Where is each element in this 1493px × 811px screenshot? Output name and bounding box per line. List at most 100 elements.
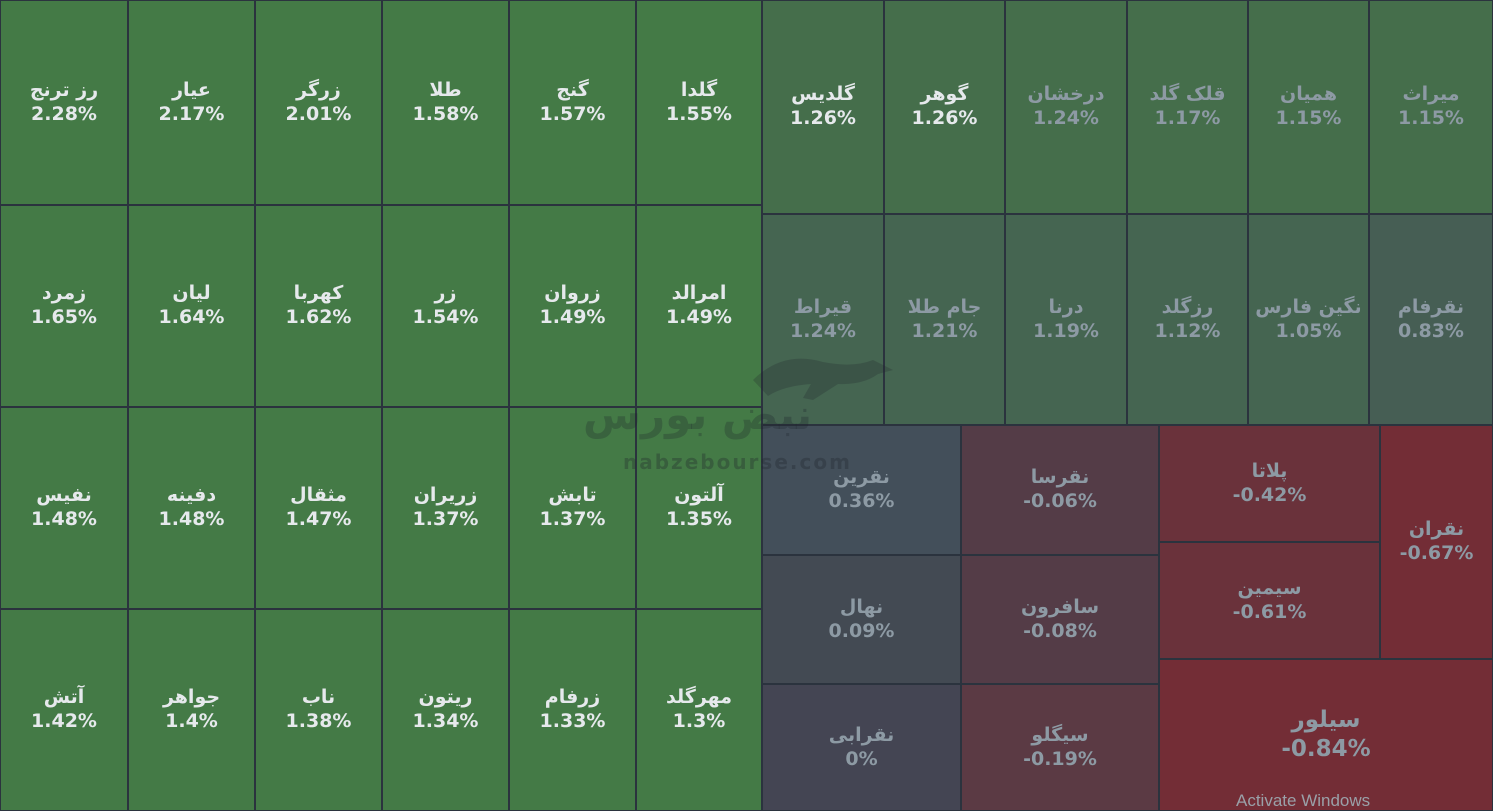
tile-symbol: طلا: [429, 78, 462, 101]
treemap-tile[interactable]: درخشان 1.24%: [1005, 0, 1127, 214]
treemap-tile[interactable]: مثقال 1.47%: [255, 407, 382, 609]
tile-symbol: آلتون: [674, 484, 724, 507]
tile-change: 0.36%: [828, 490, 895, 512]
treemap-tile[interactable]: مهرگلد 1.3%: [636, 609, 762, 811]
tile-change: 1.42%: [31, 710, 97, 732]
treemap-tile[interactable]: درنا 1.19%: [1005, 214, 1127, 425]
treemap-tile[interactable]: زرفام 1.33%: [509, 609, 636, 811]
treemap-tile[interactable]: آلتون 1.35%: [636, 407, 762, 609]
treemap-tile[interactable]: جام طلا 1.21%: [884, 214, 1005, 425]
treemap-tile[interactable]: طلا 1.58%: [382, 0, 509, 205]
treemap-tile[interactable]: ناب 1.38%: [255, 609, 382, 811]
tile-symbol: همیان: [1279, 83, 1338, 106]
tile-change: 1.57%: [539, 102, 606, 125]
treemap-tile[interactable]: سیگلو -0.19%: [961, 684, 1159, 811]
treemap-tile[interactable]: سیلور -0.84%: [1159, 659, 1493, 811]
tile-symbol: جام طلا: [907, 295, 982, 318]
treemap-tile[interactable]: میراث 1.15%: [1369, 0, 1493, 214]
treemap-tile[interactable]: نقران -0.67%: [1380, 425, 1493, 659]
treemap-tile[interactable]: گلدا 1.55%: [636, 0, 762, 205]
tile-change: 1.49%: [539, 306, 606, 328]
treemap-tile[interactable]: گوهر 1.26%: [884, 0, 1005, 214]
tile-change: 0.09%: [828, 619, 895, 642]
tile-symbol: زروان: [544, 282, 601, 305]
treemap-tile[interactable]: نهال 0.09%: [762, 555, 961, 684]
treemap-tile[interactable]: نقرفام 0.83%: [1369, 214, 1493, 425]
treemap-tile[interactable]: تابش 1.37%: [509, 407, 636, 609]
treemap-tile[interactable]: رز ترنج 2.28%: [0, 0, 128, 205]
tile-change: 1.26%: [790, 107, 856, 129]
tile-change: 1.48%: [158, 508, 225, 530]
tile-symbol: قیراط: [793, 295, 853, 318]
tile-change: -0.19%: [1023, 747, 1097, 770]
tile-change: 1.3%: [672, 710, 726, 732]
tile-change: 1.34%: [412, 710, 479, 732]
tile-change: 1.38%: [285, 710, 352, 732]
treemap-tile[interactable]: دفینه 1.48%: [128, 407, 255, 609]
tile-symbol: نفیس: [36, 484, 92, 507]
tile-symbol: میراث: [1402, 83, 1460, 106]
tile-change: 1.55%: [666, 102, 732, 125]
tile-symbol: زرگر: [296, 78, 341, 101]
treemap-tile[interactable]: گلدیس 1.26%: [762, 0, 884, 214]
tile-symbol: امرالد: [671, 282, 727, 305]
treemap-tile[interactable]: پلاتا -0.42%: [1159, 425, 1380, 542]
treemap-tile[interactable]: جواهر 1.4%: [128, 609, 255, 811]
tile-change: -0.42%: [1232, 483, 1307, 506]
treemap-tile[interactable]: نقرین 0.36%: [762, 425, 961, 555]
tile-symbol: سافرون: [1020, 595, 1100, 618]
tile-symbol: گلدا: [680, 78, 718, 101]
treemap-tile[interactable]: زروان 1.49%: [509, 205, 636, 407]
treemap-tile[interactable]: عیار 2.17%: [128, 0, 255, 205]
treemap-tile[interactable]: سافرون -0.08%: [961, 555, 1159, 684]
tile-symbol: نهال: [839, 595, 884, 618]
treemap-tile[interactable]: زر 1.54%: [382, 205, 509, 407]
treemap-tile[interactable]: گنج 1.57%: [509, 0, 636, 205]
tile-symbol: ناب: [301, 686, 336, 709]
tile-symbol: نقرین: [833, 466, 890, 489]
treemap-tile[interactable]: قلک گلد 1.17%: [1127, 0, 1248, 214]
treemap-tile[interactable]: نقرسا -0.06%: [961, 425, 1159, 555]
tile-symbol: نگین فارس: [1255, 295, 1362, 318]
tile-change: 2.01%: [285, 102, 352, 125]
tile-symbol: گوهر: [920, 83, 969, 106]
tile-symbol: مثقال: [290, 484, 347, 507]
tile-change: -0.06%: [1023, 490, 1097, 512]
tile-change: 1.17%: [1154, 107, 1221, 129]
tile-symbol: کهربا: [293, 282, 344, 305]
tile-symbol: زر: [434, 282, 457, 305]
tile-change: 2.17%: [158, 102, 225, 125]
tile-symbol: گلدیس: [791, 83, 855, 106]
tile-change: 1.05%: [1275, 319, 1342, 342]
treemap-tile[interactable]: همیان 1.15%: [1248, 0, 1369, 214]
treemap-tile[interactable]: سیمین -0.61%: [1159, 542, 1380, 659]
treemap-tile[interactable]: لیان 1.64%: [128, 205, 255, 407]
treemap-tile[interactable]: زمرد 1.65%: [0, 205, 128, 407]
treemap-tile[interactable]: نقرابی 0%: [762, 684, 961, 811]
treemap-tile[interactable]: کهربا 1.62%: [255, 205, 382, 407]
treemap-tile[interactable]: امرالد 1.49%: [636, 205, 762, 407]
tile-symbol: درخشان: [1027, 83, 1105, 106]
treemap-tile[interactable]: قیراط 1.24%: [762, 214, 884, 425]
tile-symbol: ریتون: [418, 686, 473, 709]
tile-symbol: جواهر: [162, 686, 221, 709]
treemap-tile[interactable]: نگین فارس 1.05%: [1248, 214, 1369, 425]
tile-change: 1.24%: [790, 319, 856, 342]
treemap-tile[interactable]: نفیس 1.48%: [0, 407, 128, 609]
treemap-tile[interactable]: رزگلد 1.12%: [1127, 214, 1248, 425]
tile-symbol: دفینه: [166, 484, 217, 507]
treemap-tile[interactable]: زریران 1.37%: [382, 407, 509, 609]
treemap-tile[interactable]: ریتون 1.34%: [382, 609, 509, 811]
tile-symbol: نقرفام: [1397, 295, 1465, 318]
treemap-tile[interactable]: آتش 1.42%: [0, 609, 128, 811]
tile-change: 1.12%: [1154, 319, 1221, 342]
tile-change: 1.33%: [539, 710, 606, 732]
treemap-tile[interactable]: زرگر 2.01%: [255, 0, 382, 205]
tile-symbol: رزگلد: [1161, 295, 1214, 318]
tile-change: -0.84%: [1281, 736, 1371, 762]
tile-symbol: زریران: [413, 484, 478, 507]
tile-symbol: قلک گلد: [1149, 83, 1226, 106]
tile-symbol: زمرد: [41, 282, 87, 305]
tile-change: 1.64%: [158, 306, 225, 328]
